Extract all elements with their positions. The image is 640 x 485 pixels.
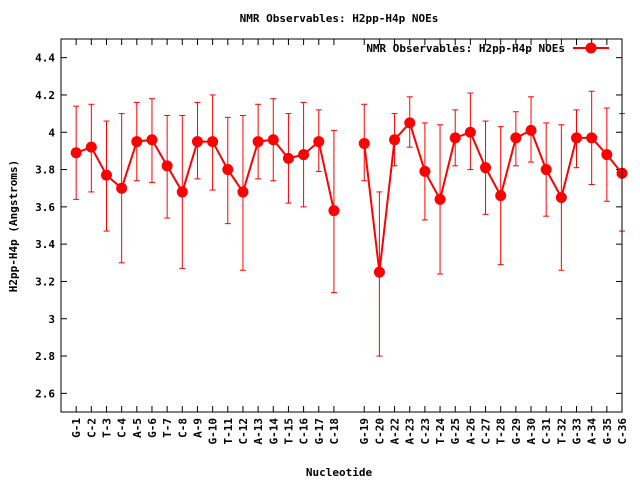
x-tick-label: A-30 — [525, 418, 538, 445]
legend-label: NMR Observables: H2pp-H4p NOEs — [366, 42, 565, 55]
x-tick-label: A-26 — [464, 418, 477, 445]
data-point — [480, 162, 492, 174]
x-tick-label: C-18 — [328, 418, 341, 445]
data-point — [191, 136, 203, 148]
x-axis-label: Nucleotide — [306, 466, 373, 479]
y-tick-label: 4 — [48, 126, 55, 139]
data-point — [282, 152, 294, 164]
series-layer — [70, 90, 628, 357]
data-point — [464, 126, 476, 138]
data-point — [373, 266, 385, 278]
data-point — [207, 136, 219, 148]
x-axis-ticks: G-1 C-2 T-3 C-4 A-5 G-6 T-7 C-8 A-9 G-10 T-11 C-12 A… — [70, 39, 629, 445]
y-tick-label: 2.6 — [35, 387, 55, 400]
x-tick-label: G-10 — [207, 418, 220, 445]
data-point — [555, 192, 567, 204]
x-tick-label: C-23 — [419, 418, 432, 445]
plot-frame — [60, 38, 623, 413]
y-tick-label: 3.8 — [35, 164, 55, 177]
x-tick-label: G-6 — [146, 418, 159, 438]
y-axis-ticks: 2.6 2.8 3 3.2 3.4 3.6 3.8 4 4.2 4.4 — [35, 52, 622, 400]
x-tick-label: G-14 — [267, 418, 280, 445]
data-point — [161, 160, 173, 172]
y-tick-label: 2.8 — [35, 350, 55, 363]
data-point — [601, 149, 613, 161]
y-tick-label: 3.4 — [35, 238, 55, 251]
y-tick-label: 3.6 — [35, 201, 55, 214]
data-point — [434, 193, 446, 205]
data-point — [510, 132, 522, 144]
x-tick-label: T-3 — [100, 418, 113, 438]
x-tick-label: G-17 — [313, 418, 326, 445]
y-tick-label: 3 — [48, 313, 55, 326]
data-point — [495, 190, 507, 202]
data-point — [146, 134, 158, 146]
data-point — [222, 164, 234, 176]
x-tick-label: A-34 — [586, 418, 599, 445]
x-tick-label: C-31 — [540, 418, 553, 445]
x-tick-label: T-7 — [161, 418, 174, 438]
data-point — [116, 182, 128, 194]
data-point — [419, 165, 431, 177]
chart-title: NMR Observables: H2pp-H4p NOEs — [240, 12, 439, 25]
data-point — [252, 136, 264, 148]
legend: NMR Observables: H2pp-H4p NOEs — [366, 42, 609, 55]
x-tick-label: C-20 — [373, 418, 386, 445]
x-tick-label: G-29 — [510, 418, 523, 445]
data-point — [389, 134, 401, 146]
data-point — [267, 134, 279, 146]
data-point — [176, 186, 188, 198]
x-tick-label: T-15 — [282, 418, 295, 445]
data-point — [586, 132, 598, 144]
y-axis-label: H2pp-H4p (Angstroms) — [7, 160, 20, 292]
x-tick-label: C-36 — [616, 418, 629, 445]
data-point — [571, 132, 583, 144]
data-point — [404, 117, 416, 129]
data-point — [100, 169, 112, 181]
x-tick-label: G-35 — [601, 418, 614, 445]
x-tick-label: C-4 — [116, 418, 129, 438]
x-tick-label: A-13 — [252, 418, 265, 445]
x-tick-label: G-19 — [358, 418, 371, 445]
data-point — [328, 205, 340, 217]
x-tick-label: C-2 — [85, 418, 98, 438]
x-tick-label: T-24 — [434, 418, 447, 445]
x-tick-label: A-5 — [131, 418, 144, 438]
x-tick-label: T-11 — [222, 418, 235, 445]
x-tick-label: C-12 — [237, 418, 250, 445]
data-point — [540, 164, 552, 176]
legend-marker — [585, 42, 597, 54]
x-tick-label: A-23 — [404, 418, 417, 445]
data-point — [131, 136, 143, 148]
data-point — [358, 137, 370, 149]
x-tick-label: G-1 — [70, 418, 83, 438]
data-point — [298, 149, 310, 161]
data-point — [85, 141, 97, 153]
x-tick-label: G-33 — [571, 418, 584, 445]
x-tick-label: C-8 — [176, 418, 189, 438]
x-tick-label: T-32 — [555, 418, 568, 445]
x-tick-label: G-25 — [449, 418, 462, 445]
x-tick-label: T-28 — [495, 418, 508, 445]
x-tick-label: A-22 — [389, 418, 402, 445]
x-tick-label: C-16 — [298, 418, 311, 445]
x-tick-label: A-9 — [191, 418, 204, 438]
data-point — [449, 132, 461, 144]
data-point — [525, 124, 537, 136]
data-point — [237, 186, 249, 198]
data-point — [313, 136, 325, 148]
y-tick-label: 3.2 — [35, 275, 55, 288]
data-point — [70, 147, 82, 159]
y-tick-label: 4.4 — [35, 52, 55, 65]
y-tick-label: 4.2 — [35, 89, 55, 102]
x-tick-label: C-27 — [480, 418, 493, 445]
